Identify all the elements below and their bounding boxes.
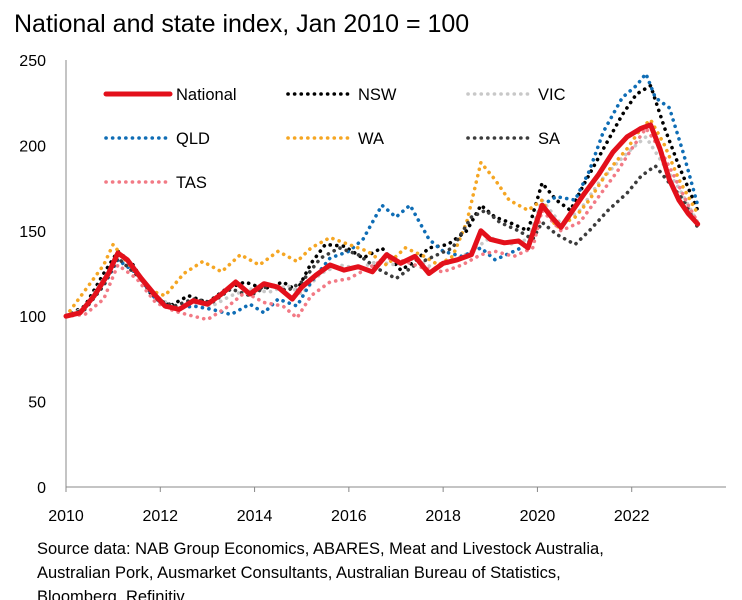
- series-line-wa: [64, 118, 700, 318]
- legend-label: National: [176, 86, 237, 104]
- x-tick-label: 2010: [48, 508, 84, 525]
- legend: National NSW VIC QLD WA SA TAS: [103, 86, 566, 192]
- x-tick-label: 2014: [237, 508, 273, 525]
- y-tick-label: 200: [19, 138, 46, 155]
- x-tick-label: 2012: [142, 508, 178, 525]
- y-tick-label: 0: [37, 480, 46, 497]
- series-line-sa: [64, 164, 700, 318]
- series-line-national: [63, 122, 701, 319]
- legend-label: VIC: [538, 86, 566, 104]
- line-chart: 0 50 100 150 200 250 2010 2012 2014 2016 2018 2020 2…: [19, 53, 726, 525]
- x-tick-label: 2018: [425, 508, 461, 525]
- legend-item-nsw: NSW: [286, 86, 397, 104]
- legend-item-national: National: [103, 86, 237, 104]
- y-tick-label: 250: [19, 53, 46, 70]
- series-line-qld: [64, 71, 700, 318]
- legend-label: NSW: [358, 86, 397, 104]
- source-line-1: Source data: NAB Group Economics, ABARES…: [37, 540, 604, 558]
- legend-label: TAS: [176, 174, 207, 192]
- legend-label: QLD: [176, 130, 210, 148]
- source-line-2: Australian Pork, Ausmarket Consultants, …: [37, 564, 561, 582]
- legend-label: WA: [358, 130, 384, 148]
- y-tick-label: 100: [19, 309, 46, 326]
- chart-title: National and state index, Jan 2010 = 100: [14, 10, 470, 38]
- legend-item-tas: TAS: [104, 174, 207, 192]
- x-tick-label: 2022: [614, 508, 650, 525]
- x-tick-label: 2020: [520, 508, 556, 525]
- legend-item-vic: VIC: [466, 86, 566, 104]
- y-tick-label: 50: [28, 395, 46, 412]
- y-tick-label: 150: [19, 224, 46, 241]
- legend-label: SA: [538, 130, 560, 148]
- source-line-3: Bloomberg, Refinitiv: [37, 588, 185, 600]
- source-note: Source data: NAB Group Economics, ABARES…: [37, 537, 737, 600]
- chart-axes: 0 50 100 150 200 250 2010 2012 2014 2016 2018 2020 2…: [19, 53, 726, 525]
- legend-item-wa: WA: [286, 130, 384, 148]
- legend-item-qld: QLD: [104, 130, 210, 148]
- legend-item-sa: SA: [466, 130, 560, 148]
- series-line-tas: [64, 126, 700, 322]
- x-tick-label: 2016: [331, 508, 367, 525]
- series-layer: [63, 71, 701, 322]
- series-line-nsw: [64, 83, 700, 318]
